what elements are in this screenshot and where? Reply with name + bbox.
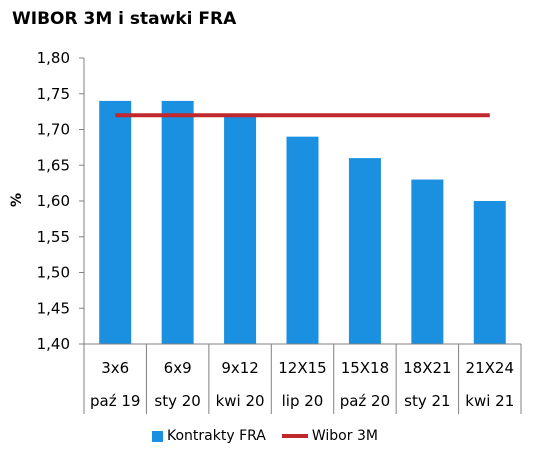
bar-chart: 1,40 1,45 1,50 1,55 1,60 1,65 1,70 1,75 1,80% 3x6… (9, 49, 522, 414)
legend-label-fra: Kontrakty FRA (167, 428, 266, 444)
legend-item-fra: Kontrakty FRA (152, 428, 266, 444)
x-tick-label: 21X24 (466, 359, 514, 377)
legend-swatch-bar (152, 430, 163, 442)
x-tick-label-date: paź 19 (90, 392, 140, 410)
bar-15x18 (348, 158, 381, 344)
x-tick-label: 9x12 (221, 359, 259, 377)
x-tick-label-date: lip 20 (282, 392, 324, 410)
bar-3x6 (99, 100, 132, 345)
y-tick-label: 1,80 (37, 49, 70, 67)
bar-12x15 (286, 136, 319, 344)
x-tick-label: 18X21 (403, 359, 451, 377)
bar-18x21 (411, 179, 444, 344)
y-tick-label: 1,65 (37, 156, 70, 174)
x-tick-label-date: sty 20 (154, 392, 200, 410)
legend: Kontrakty FRA Wibor 3M (152, 428, 394, 444)
y-axis-title: % (9, 193, 25, 207)
y-tick-label: 1,55 (37, 228, 70, 246)
y-tick-label: 1,60 (37, 192, 70, 210)
chart-title: WIBOR 3M i stawki FRA (12, 9, 237, 29)
x-tick-label-date: kwi 20 (216, 392, 265, 410)
x-tick-label-date: paź 20 (340, 392, 390, 410)
legend-item-wibor: Wibor 3M (281, 428, 378, 444)
y-tick-label: 1,70 (37, 121, 70, 139)
y-tick-label: 1,75 (37, 85, 70, 103)
legend-swatch-line (281, 434, 308, 438)
x-tick-label-date: kwi 21 (465, 392, 514, 410)
x-tick-label: 6x9 (164, 359, 192, 377)
x-tick-label-date: sty 21 (404, 392, 450, 410)
x-tick-label: 3x6 (101, 359, 129, 377)
x-tick-label: 12X15 (278, 359, 326, 377)
bar-21x24 (473, 201, 506, 344)
y-tick-label: 1,40 (37, 335, 70, 353)
bar-9x12 (224, 115, 257, 344)
legend-label-wibor: Wibor 3M (311, 428, 378, 444)
bar-6x9 (161, 100, 194, 345)
y-tick-label: 1,45 (37, 299, 70, 317)
x-tick-label: 15X18 (341, 359, 389, 377)
y-tick-label: 1,50 (37, 264, 70, 282)
